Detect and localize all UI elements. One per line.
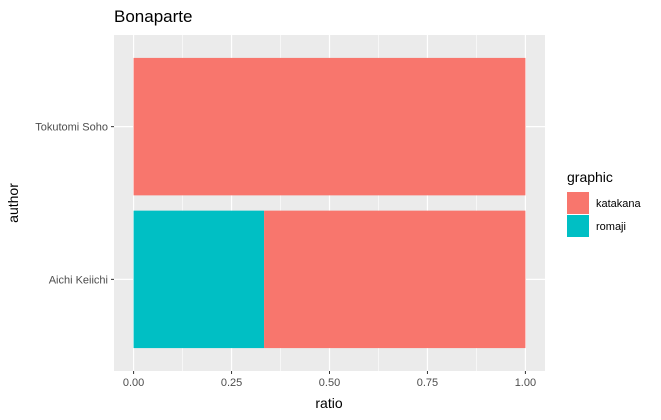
chart-title: Bonaparte (114, 7, 192, 26)
legend-title: graphic (567, 169, 613, 185)
bar-katakana (264, 210, 526, 349)
legend: graphic katakana romaji (567, 169, 642, 237)
legend-label-katakana: katakana (596, 198, 642, 210)
bars (133, 57, 526, 349)
x-axis-ticks: 0.00 0.25 0.50 0.75 1.00 (123, 371, 536, 389)
y-axis-title: author (5, 183, 21, 223)
y-axis-ticks: Aichi Keiichi Tokutomi Soho (35, 122, 114, 286)
x-tick-label: 0.75 (417, 377, 438, 389)
y-tick-label: Aichi Keiichi (49, 274, 108, 286)
x-tick-label: 0.25 (221, 377, 242, 389)
x-axis-title: ratio (315, 395, 342, 411)
legend-key-katakana (567, 192, 589, 214)
bar-katakana (133, 57, 526, 196)
bar-romaji (133, 210, 265, 349)
legend-label-romaji: romaji (596, 221, 626, 233)
y-tick-label: Tokutomi Soho (35, 122, 108, 134)
x-tick-label: 1.00 (515, 377, 536, 389)
legend-key-romaji (567, 215, 589, 237)
x-tick-label: 0.50 (319, 377, 340, 389)
x-tick-label: 0.00 (123, 377, 144, 389)
